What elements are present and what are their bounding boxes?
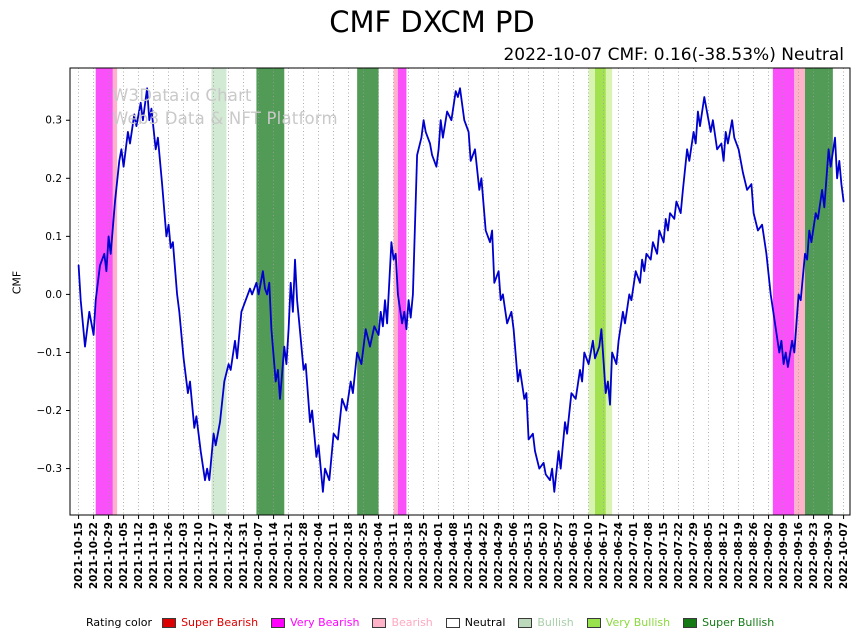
x-tick-label: 2022-02-25 [358, 522, 370, 589]
chart-title: CMF DXCM PD [329, 5, 535, 39]
x-tick-label: 2022-02-18 [343, 522, 355, 589]
rating-band [397, 68, 407, 515]
legend-label: Neutral [464, 616, 506, 629]
legend-swatch [162, 617, 177, 628]
x-tick-label: 2021-10-22 [88, 522, 100, 589]
x-tick-label: 2022-06-10 [583, 522, 595, 589]
legend-label: Super Bearish [181, 616, 259, 629]
x-tick-label: 2022-06-03 [568, 522, 580, 589]
plot-svg: 2021-10-15 2021-10-22 2021-10-29 2021-11-05… [37, 67, 851, 589]
y-tick-label: 0.1 [45, 231, 62, 243]
rating-band [357, 68, 379, 515]
x-tick-label: 2021-12-31 [238, 522, 250, 589]
x-tick-label: 2022-03-11 [388, 522, 400, 589]
legend-swatch [271, 617, 286, 628]
x-tick-label: 2021-10-29 [103, 522, 115, 589]
x-tick-label: 2022-09-02 [763, 522, 775, 589]
legend-label: Bullish [537, 616, 574, 629]
x-tick-label: 2022-01-28 [298, 522, 310, 589]
legend-swatch [586, 617, 601, 628]
x-tick-label: 2022-09-16 [793, 522, 805, 589]
x-tick-label: 2022-07-08 [643, 522, 655, 589]
legend-item: Super Bearish [162, 616, 258, 629]
rating-band [772, 68, 795, 515]
x-tick-label: 2022-04-22 [478, 522, 490, 589]
x-tick-label: 2022-08-05 [703, 522, 715, 589]
x-tick-label: 2022-01-14 [268, 522, 280, 589]
x-tick-label: 2022-04-08 [448, 522, 460, 589]
x-tick-label: 2022-03-25 [418, 522, 430, 589]
legend-swatch [372, 617, 387, 628]
x-tick-label: 2021-10-15 [73, 522, 85, 589]
cmf-line [77, 87, 845, 493]
x-tick-label: 2022-05-27 [553, 522, 565, 589]
legend-swatch [683, 617, 698, 628]
legend-label: Very Bullish [605, 616, 671, 629]
y-tick-label: 0.0 [45, 289, 62, 301]
rating-band [112, 68, 118, 515]
rating-band [794, 68, 805, 515]
y-tick-label: 0.3 [45, 115, 62, 127]
legend-label: Bearish [391, 616, 433, 629]
plot-frame [69, 67, 851, 516]
y-tick-label: 0.2 [45, 173, 62, 185]
x-tick-label: 2022-09-30 [823, 522, 835, 589]
x-tick-label: 2022-01-07 [253, 522, 265, 589]
x-tick-label: 2022-07-29 [688, 522, 700, 589]
x-tick-label: 2022-07-22 [673, 522, 685, 589]
legend-item: Very Bullish [586, 616, 671, 629]
y-tick-label: −0.2 [37, 405, 63, 417]
x-tick-label: 2021-12-10 [193, 522, 205, 589]
x-tick-label: 2021-11-26 [163, 522, 175, 589]
x-tick-label: 2021-12-03 [178, 522, 190, 589]
legend-item: Bearish [372, 616, 433, 629]
legend: Rating color Super Bearish Very Bearish Be… [86, 616, 781, 629]
x-tick-label: 2022-08-26 [748, 522, 760, 589]
y-tick-label: −0.3 [37, 463, 63, 475]
legend-item: Very Bearish [271, 616, 359, 629]
x-tick-label: 2022-01-21 [283, 522, 295, 589]
chart-subtitle: 2022-10-07 CMF: 0.16(-38.53%) Neutral [503, 45, 844, 65]
legend-title: Rating color [86, 616, 153, 629]
x-tick-label: 2022-10-07 [838, 522, 850, 589]
x-tick-label: 2022-04-29 [493, 522, 505, 589]
x-tick-label: 2022-03-04 [373, 522, 385, 589]
rating-band [595, 68, 606, 515]
y-tick-label: −0.1 [37, 347, 63, 359]
rating-band [95, 68, 113, 515]
x-tick-label: 2022-05-20 [538, 522, 550, 589]
x-tick-label: 2022-08-12 [718, 522, 730, 589]
legend-item: Super Bullish [683, 616, 774, 629]
x-tick-label: 2022-05-06 [508, 522, 520, 589]
rating-band [393, 68, 398, 515]
x-tick-label: 2022-06-17 [598, 522, 610, 589]
x-tick-label: 2022-09-23 [808, 522, 820, 589]
x-tick-label: 2022-07-15 [658, 522, 670, 589]
x-tick-label: 2021-11-05 [118, 522, 130, 589]
legend-item: Bullish [518, 616, 574, 629]
x-tick-label: 2021-12-17 [208, 522, 220, 589]
legend-label: Very Bearish [290, 616, 360, 629]
x-tick-label: 2022-05-13 [523, 522, 535, 589]
legend-swatch [518, 617, 533, 628]
y-axis-label: CMF [10, 270, 24, 295]
x-tick-label: 2022-08-19 [733, 522, 745, 589]
legend-swatch [445, 617, 460, 628]
legend-item: Neutral [445, 616, 506, 629]
x-tick-label: 2022-02-04 [313, 522, 325, 589]
x-tick-label: 2021-11-12 [133, 522, 145, 589]
x-tick-label: 2021-11-19 [148, 522, 160, 589]
x-tick-label: 2022-04-15 [463, 522, 475, 589]
x-tick-label: 2021-12-24 [223, 522, 235, 589]
x-tick-label: 2022-02-11 [328, 522, 340, 589]
x-tick-label: 2022-06-24 [613, 522, 625, 589]
legend-label: Super Bullish [702, 616, 775, 629]
x-tick-label: 2022-04-01 [433, 522, 445, 589]
x-tick-label: 2022-09-09 [778, 522, 790, 589]
x-tick-label: 2022-07-01 [628, 522, 640, 589]
x-tick-label: 2022-03-18 [403, 522, 415, 589]
